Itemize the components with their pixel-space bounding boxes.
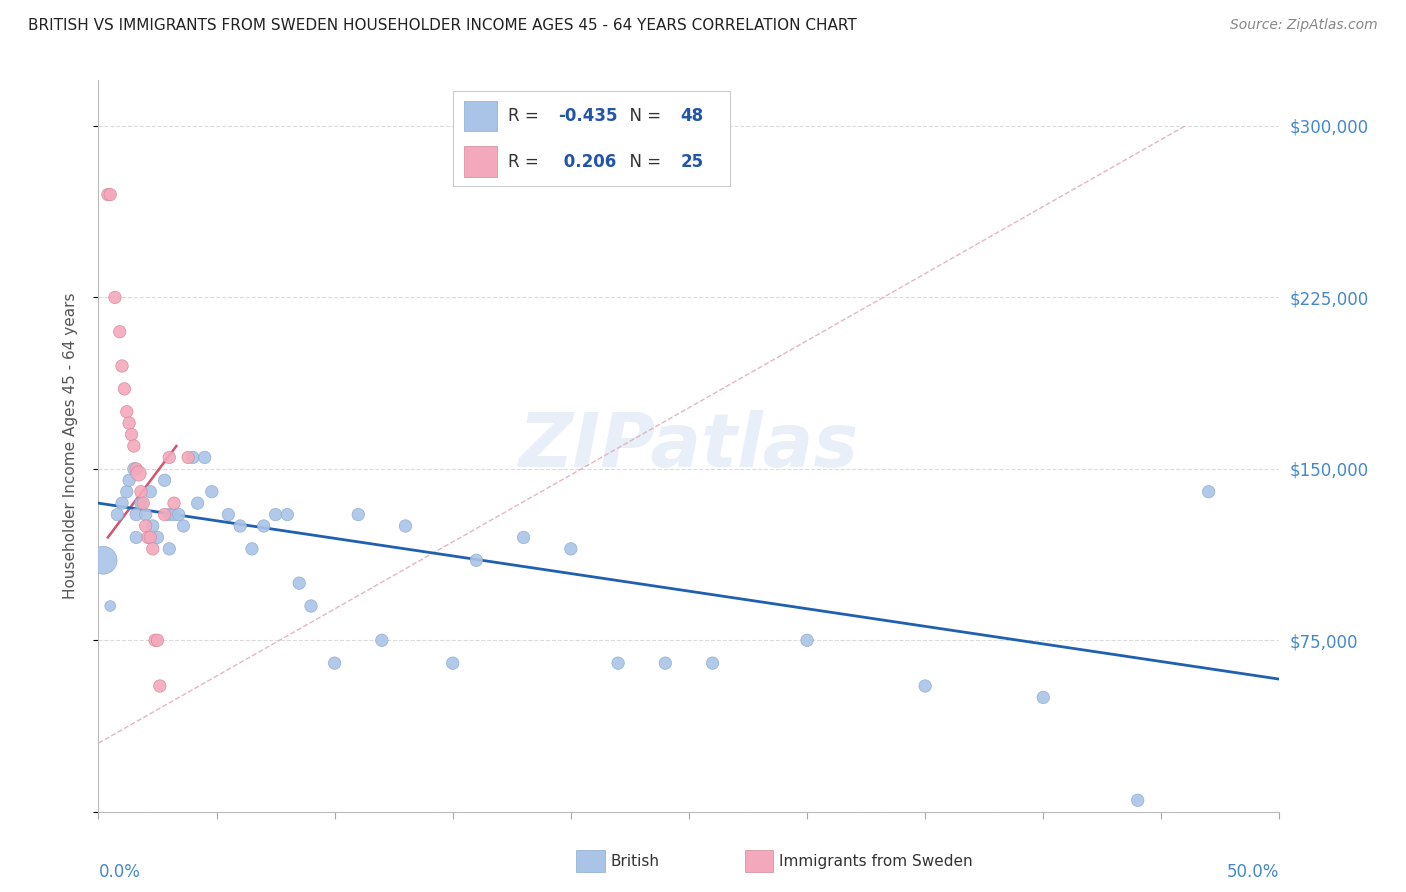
Point	[157, 508, 180, 522]
Point	[129, 496, 152, 510]
Point	[139, 530, 162, 544]
Point	[111, 496, 134, 510]
Point	[276, 508, 298, 522]
Point	[136, 530, 159, 544]
Point	[194, 450, 217, 465]
Point	[111, 359, 134, 373]
Point	[654, 656, 676, 670]
Point	[115, 484, 138, 499]
Point	[163, 496, 186, 510]
Point	[465, 553, 488, 567]
Text: 50.0%: 50.0%	[1227, 863, 1279, 881]
Point	[264, 508, 287, 522]
Point	[142, 541, 165, 556]
Text: ZIPatlas: ZIPatlas	[519, 409, 859, 483]
Point	[163, 508, 186, 522]
Text: 0.0%: 0.0%	[98, 863, 141, 881]
Point	[139, 484, 162, 499]
Point	[115, 405, 138, 419]
Text: Source: ZipAtlas.com: Source: ZipAtlas.com	[1230, 18, 1378, 32]
Point	[796, 633, 818, 648]
Point	[128, 467, 150, 481]
Point	[143, 633, 166, 648]
Point	[98, 187, 121, 202]
Point	[347, 508, 370, 522]
Point	[1032, 690, 1054, 705]
Point	[91, 553, 114, 567]
Point	[112, 382, 135, 396]
Point	[146, 633, 169, 648]
Point	[142, 519, 165, 533]
Point	[97, 187, 120, 202]
Point	[125, 530, 148, 544]
Point	[560, 541, 582, 556]
Point	[153, 473, 176, 487]
Point	[157, 450, 180, 465]
Point	[702, 656, 724, 670]
Point	[299, 599, 322, 613]
Point	[1126, 793, 1149, 807]
Y-axis label: Householder Income Ages 45 - 64 years: Householder Income Ages 45 - 64 years	[63, 293, 77, 599]
Point	[105, 508, 128, 522]
Point	[132, 496, 155, 510]
Point	[135, 508, 157, 522]
Point	[135, 519, 157, 533]
Point	[240, 541, 263, 556]
Point	[122, 439, 145, 453]
Point	[177, 450, 200, 465]
Point	[98, 599, 121, 613]
Point	[181, 450, 204, 465]
Point	[118, 416, 141, 430]
Point	[217, 508, 239, 522]
Point	[129, 484, 152, 499]
Point	[149, 679, 172, 693]
Point	[187, 496, 209, 510]
Point	[167, 508, 190, 522]
Point	[125, 462, 148, 476]
Text: Immigrants from Sweden: Immigrants from Sweden	[779, 855, 973, 869]
Point	[914, 679, 936, 693]
Point	[146, 530, 169, 544]
Text: British: British	[610, 855, 659, 869]
Text: BRITISH VS IMMIGRANTS FROM SWEDEN HOUSEHOLDER INCOME AGES 45 - 64 YEARS CORRELAT: BRITISH VS IMMIGRANTS FROM SWEDEN HOUSEH…	[28, 18, 856, 33]
Point	[441, 656, 464, 670]
Point	[122, 462, 145, 476]
Point	[323, 656, 346, 670]
Point	[118, 473, 141, 487]
Point	[172, 519, 194, 533]
Point	[229, 519, 252, 533]
Point	[607, 656, 630, 670]
Point	[371, 633, 394, 648]
Point	[104, 290, 127, 304]
Point	[157, 541, 180, 556]
Point	[1198, 484, 1220, 499]
Point	[153, 508, 176, 522]
Point	[253, 519, 276, 533]
Point	[125, 508, 148, 522]
Point	[108, 325, 131, 339]
Point	[201, 484, 224, 499]
Point	[512, 530, 534, 544]
Point	[121, 427, 143, 442]
Point	[288, 576, 311, 591]
Point	[394, 519, 416, 533]
